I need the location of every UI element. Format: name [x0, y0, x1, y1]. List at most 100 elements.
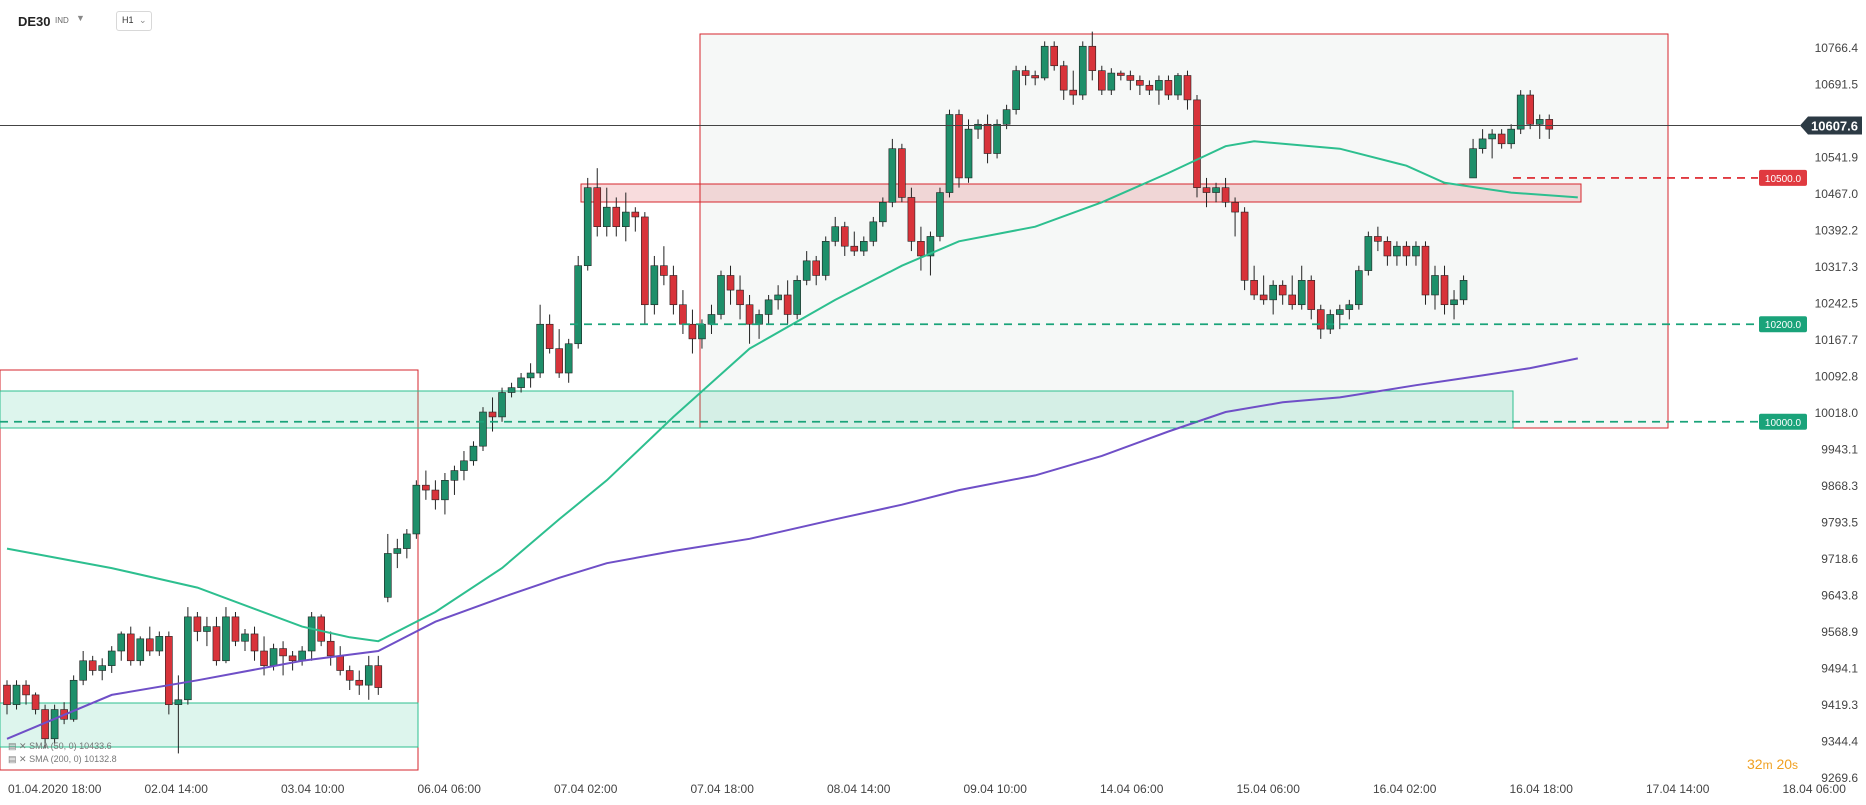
- legend-sma200-text: SMA (200, 0) 10132.8: [29, 754, 117, 764]
- candle-bear: [1183, 75, 1192, 101]
- candle-bull: [1535, 119, 1544, 125]
- candle-bull: [69, 679, 78, 720]
- candle-bear: [1117, 72, 1125, 76]
- candle-bull: [536, 323, 544, 374]
- candle-bear: [231, 616, 240, 642]
- candle-bull: [1212, 187, 1220, 193]
- candle-bear: [260, 650, 268, 666]
- candle-bull: [526, 372, 535, 379]
- candle-bear: [1202, 187, 1211, 193]
- candle-bull: [831, 226, 840, 242]
- candle-bull: [993, 123, 1001, 154]
- candle-bear: [1098, 70, 1106, 91]
- candle-bear: [1259, 294, 1268, 301]
- candle-bull: [383, 553, 392, 598]
- candle-bull: [1393, 245, 1401, 257]
- candle-bull: [241, 633, 249, 642]
- candle-bear: [1193, 99, 1201, 188]
- candle-bear: [1250, 280, 1258, 296]
- candle-bull: [1355, 270, 1363, 306]
- time-axis: 01.04.2020 18:00 02.04 14:00 03.04 10:00 06…: [8, 782, 1846, 796]
- candle-bear: [669, 275, 678, 306]
- candle-bull: [1336, 309, 1344, 315]
- symbol-name[interactable]: DE30: [18, 14, 51, 29]
- candle-bull: [460, 460, 468, 471]
- candle-bear: [1164, 80, 1173, 96]
- level-tag-label: 10500.0: [1765, 174, 1802, 185]
- legend-settings-icon[interactable]: ▤: [8, 754, 17, 764]
- symbol-type-tag: IND: [55, 16, 69, 25]
- candle-bear: [917, 241, 925, 257]
- candle-bull: [479, 411, 487, 447]
- candle-bull: [393, 548, 402, 554]
- time-tick-label: 07.04 02:00: [554, 782, 618, 796]
- candle-bear: [1050, 45, 1058, 67]
- candle-bull: [184, 616, 192, 701]
- price-tick-label: 10541.9: [1815, 150, 1859, 164]
- legend-sma200[interactable]: ▤ ✕ SMA (200, 0) 10132.8: [8, 754, 117, 765]
- price-tick-label: 9494.1: [1821, 662, 1858, 676]
- price-tick-label: 9344.4: [1821, 735, 1858, 749]
- candle-bear: [1278, 284, 1287, 296]
- candle-bull: [936, 192, 944, 237]
- candle-bear: [1421, 245, 1430, 296]
- candle-bear: [317, 616, 325, 642]
- candle-bull: [698, 323, 706, 340]
- candle-bull: [793, 280, 801, 315]
- time-tick-label: 16.04 18:00: [1510, 782, 1574, 796]
- candle-bear: [545, 323, 554, 349]
- price-tick-label: 9643.8: [1821, 589, 1858, 603]
- candle-bull: [450, 470, 459, 481]
- candle-bull: [945, 114, 954, 193]
- price-tick-label: 9718.6: [1821, 552, 1858, 566]
- candle-bull: [1345, 304, 1354, 310]
- candle-bull: [1002, 109, 1011, 125]
- candle-bull: [1155, 80, 1163, 91]
- support-zone-lower: [0, 702, 419, 748]
- candle-bull: [517, 377, 525, 388]
- candle-bull: [1450, 299, 1458, 306]
- candle-bull: [1012, 70, 1020, 110]
- sma200-line: [6, 357, 1578, 740]
- timeframe-selector[interactable]: H1 ⌄: [116, 11, 152, 31]
- time-tick-label: 08.04 14:00: [827, 782, 891, 796]
- price-tick-label: 9868.3: [1821, 479, 1858, 493]
- price-axis: 10766.4 10691.5 10541.9 10467.0 10392.2 10317…: [1800, 41, 1862, 785]
- candle-bear: [1231, 202, 1239, 213]
- candle-bull: [1040, 45, 1049, 79]
- level-lines: 10500.0 10200.0 10000.0: [0, 124, 1807, 430]
- candle-bull: [307, 616, 316, 652]
- candle-bull: [574, 265, 583, 345]
- candle-bull: [117, 633, 126, 652]
- legend-close-icon[interactable]: ✕: [19, 754, 27, 764]
- candle-bull: [602, 206, 611, 227]
- price-tick-label: 10392.2: [1815, 224, 1859, 238]
- candle-bull: [50, 709, 59, 740]
- time-tick-label: 06.04 06:00: [418, 782, 482, 796]
- candle-bull: [136, 638, 145, 662]
- time-tick-label: 09.04 10:00: [964, 782, 1028, 796]
- legend-close-icon[interactable]: ✕: [19, 741, 27, 751]
- candle-bear: [3, 684, 11, 705]
- candle-bear: [336, 655, 345, 671]
- candle-bull: [98, 665, 106, 671]
- candle-bear: [1136, 80, 1144, 86]
- countdown-seconds: 20: [1776, 756, 1793, 772]
- candle-bear: [907, 197, 916, 242]
- candle-bull: [707, 314, 716, 325]
- chevron-down-icon[interactable]: ▼: [76, 13, 85, 23]
- candle-bull: [974, 123, 982, 130]
- candle-bull: [717, 275, 725, 315]
- candle-bear: [812, 260, 821, 276]
- candle-bear: [1383, 241, 1392, 257]
- legend-sma50[interactable]: ▤ ✕ SMA (50, 0) 10433.6: [8, 741, 112, 752]
- candle-countdown: 32m 20s: [1747, 756, 1798, 772]
- candle-bull: [12, 684, 21, 705]
- price-tick-label: 10242.5: [1815, 297, 1859, 311]
- price-tick-label: 10092.8: [1815, 370, 1859, 384]
- candle-bear: [726, 275, 735, 291]
- level-tag-bg: [1759, 413, 1807, 430]
- legend-settings-icon[interactable]: ▤: [8, 741, 17, 751]
- candle-bull: [1269, 284, 1277, 301]
